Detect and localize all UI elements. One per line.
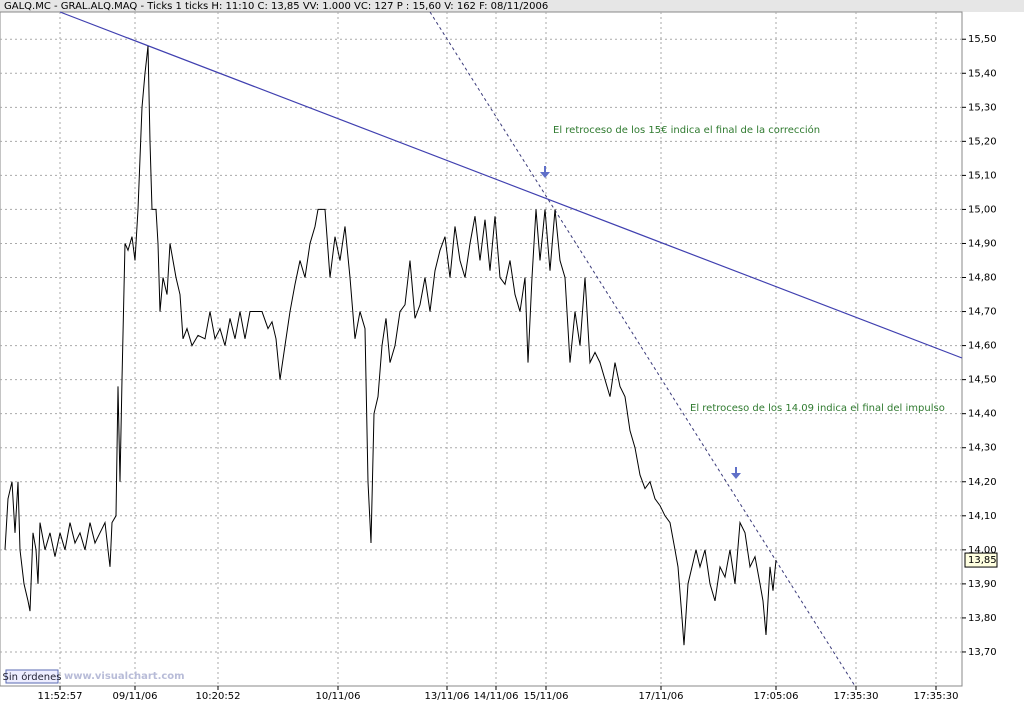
last-price-box bbox=[964, 552, 998, 568]
support-trendline bbox=[429, 11, 856, 687]
y-tick-label: 15,20 bbox=[968, 136, 997, 147]
y-tick-label: 14,30 bbox=[968, 443, 997, 454]
window-controls[interactable] bbox=[988, 2, 1022, 10]
y-tick-label: 14,10 bbox=[968, 511, 997, 522]
plot-area bbox=[0, 11, 963, 687]
x-tick-label: 13/11/06 bbox=[425, 691, 470, 702]
y-tick-label: 15,10 bbox=[968, 170, 997, 181]
y-tick-label: 14,50 bbox=[968, 375, 997, 386]
y-tick-label: 14,00 bbox=[968, 545, 997, 556]
x-tick-label: 17:05:06 bbox=[754, 691, 799, 702]
watermark: www.visualchart.com bbox=[64, 671, 185, 682]
plot bbox=[4, 45, 777, 646]
x-tick-label: 09/11/06 bbox=[113, 691, 158, 702]
y-tick-label: 14,40 bbox=[968, 409, 997, 420]
x-tick-label: 10/11/06 bbox=[316, 691, 361, 702]
y-tick-label: 13,90 bbox=[968, 579, 997, 590]
y-tick-label: 14,20 bbox=[968, 477, 997, 488]
y-tick-label: 15,50 bbox=[968, 34, 997, 45]
y-tick-label: 14,80 bbox=[968, 273, 997, 284]
x-tick-label: 14/11/06 bbox=[474, 691, 519, 702]
x-tick-label: 17:35:30 bbox=[914, 691, 959, 702]
x-tick-label: 17:35:30 bbox=[834, 691, 879, 702]
annotation: El retroceso de los 15€ indica el final … bbox=[553, 124, 820, 136]
last-price-label: 13,85 bbox=[968, 555, 997, 566]
arrow bbox=[731, 467, 741, 479]
y-tick-label: 15,30 bbox=[968, 102, 997, 113]
header-text: GALQ.MC - GRAL.ALQ.MAQ - Ticks 1 ticks H… bbox=[4, 1, 548, 12]
annotation: El retroceso de los 14.09 indica el fina… bbox=[690, 403, 945, 414]
resistance-trendline bbox=[59, 11, 963, 359]
x-tick-label: 17/11/06 bbox=[639, 691, 684, 702]
x-tick-label: 11:52:57 bbox=[38, 691, 83, 702]
orders-button[interactable] bbox=[5, 669, 59, 684]
y-tick-label: 15,40 bbox=[968, 68, 997, 79]
y-tick-label: 14,90 bbox=[968, 238, 997, 249]
header-bar bbox=[0, 0, 1024, 12]
price-line bbox=[4, 45, 777, 646]
arrow bbox=[540, 166, 550, 178]
y-tick-label: 13,70 bbox=[968, 647, 997, 658]
grid bbox=[0, 12, 962, 686]
x-tick-label: 15/11/06 bbox=[524, 691, 569, 702]
y-tick-label: 15,00 bbox=[968, 204, 997, 215]
orders-button-label[interactable]: Sin órdenes bbox=[3, 671, 62, 683]
y-tick-label: 14,70 bbox=[968, 307, 997, 318]
y-tick-label: 13,80 bbox=[968, 613, 997, 624]
x-tick-label: 10:20:52 bbox=[196, 691, 241, 702]
y-tick-label: 14,60 bbox=[968, 341, 997, 352]
